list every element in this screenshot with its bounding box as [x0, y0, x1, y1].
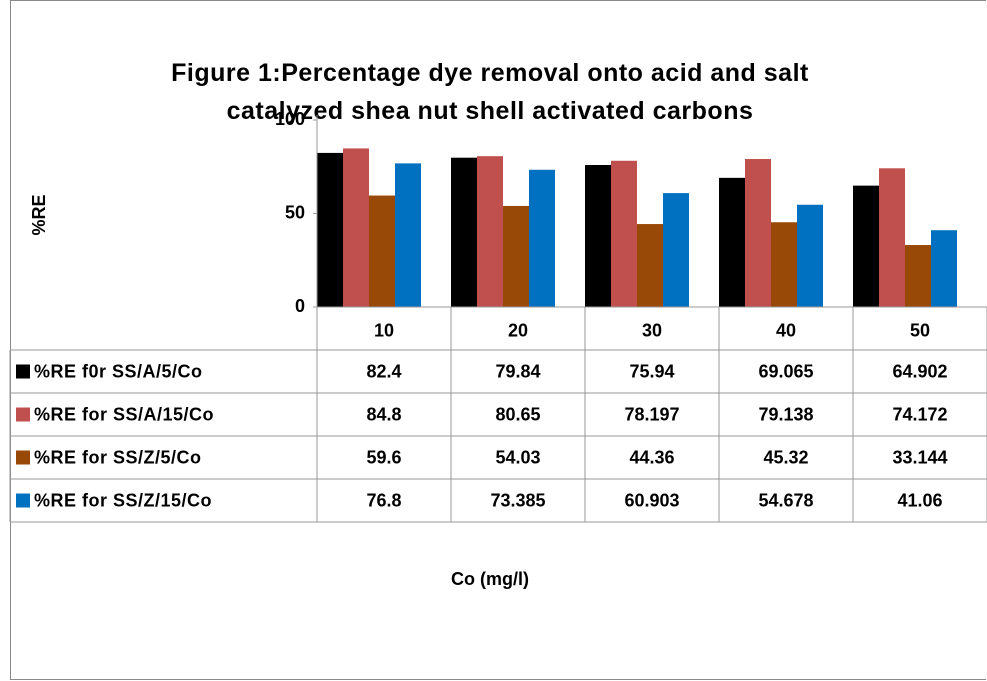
legend-label: %RE for SS/A/15/Co: [34, 404, 214, 424]
table-value: 78.197: [624, 404, 679, 424]
bar: [317, 152, 343, 307]
legend-label: %RE f0r SS/A/5/Co: [34, 361, 203, 381]
table-value: 75.94: [629, 361, 674, 381]
bar: [745, 159, 771, 307]
y-tick-label: 50: [285, 202, 305, 222]
legend-key: [16, 407, 30, 422]
x-tick-label: 30: [642, 320, 662, 340]
bar: [529, 169, 555, 307]
legend-key: [16, 364, 30, 379]
table-value: 79.138: [758, 404, 813, 424]
bar: [719, 177, 745, 307]
table-value: 64.902: [892, 361, 947, 381]
bar: [905, 245, 931, 307]
bar: [503, 205, 529, 307]
bar: [663, 193, 689, 307]
table-value: 76.8: [366, 490, 401, 510]
bar: [611, 160, 637, 307]
table-value: 74.172: [892, 404, 947, 424]
table-value: 54.03: [495, 447, 540, 467]
bar: [931, 230, 957, 307]
table-value: 33.144: [892, 447, 947, 467]
bar: [343, 148, 369, 307]
bar: [369, 195, 395, 307]
table-value: 82.4: [366, 361, 401, 381]
x-tick-label: 40: [776, 320, 796, 340]
chart-title: Figure 1:Percentage dye removal onto aci…: [171, 59, 809, 125]
table-value: 44.36: [629, 447, 674, 467]
bar: [395, 163, 421, 307]
table-value: 69.065: [758, 361, 813, 381]
bar: [585, 164, 611, 307]
x-tick-label: 10: [374, 320, 394, 340]
x-axis-label: Co (mg/l): [451, 569, 529, 589]
bar: [637, 224, 663, 307]
y-tick-label: 100: [275, 109, 305, 129]
table-value: 45.32: [763, 447, 808, 467]
table-value: 54.678: [758, 490, 813, 510]
bar: [477, 156, 503, 307]
legend-label: %RE for SS/Z/15/Co: [34, 490, 212, 510]
x-tick-label: 50: [910, 320, 930, 340]
table-value: 60.903: [624, 490, 679, 510]
legend-key: [16, 493, 30, 508]
legend-key: [16, 450, 30, 465]
table-value: 41.06: [897, 490, 942, 510]
legend-label: %RE for SS/Z/5/Co: [34, 447, 202, 467]
y-axis-label: %RE: [29, 194, 49, 235]
table-value: 59.6: [366, 447, 401, 467]
bar: [797, 204, 823, 307]
bar: [771, 222, 797, 307]
table-value: 79.84: [495, 361, 540, 381]
table-value: 73.385: [490, 490, 545, 510]
table-value: 84.8: [366, 404, 401, 424]
chart-frame: [10, 0, 986, 680]
bar: [853, 185, 879, 307]
bar: [879, 168, 905, 307]
table-value: 80.65: [495, 404, 540, 424]
bar: [451, 157, 477, 307]
x-tick-label: 20: [508, 320, 528, 340]
y-tick-label: 0: [295, 296, 305, 316]
